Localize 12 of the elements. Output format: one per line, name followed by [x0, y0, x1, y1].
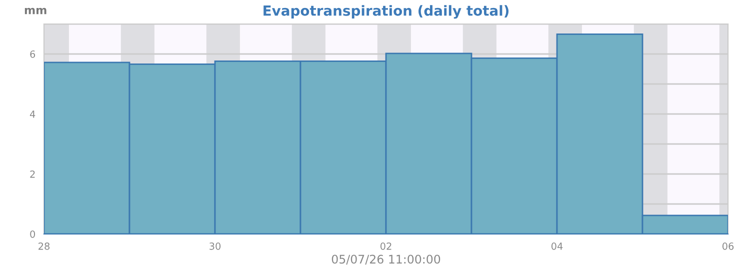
y-tick-label: 4: [30, 110, 36, 118]
y-axis-title: mm: [24, 8, 46, 14]
x-tick-label: 06: [722, 242, 734, 250]
x-tick-label: 28: [38, 242, 50, 250]
x-tick-label: 02: [380, 242, 392, 250]
y-tick-label: 6: [30, 50, 36, 58]
x-tick-label: 30: [210, 242, 221, 250]
chart-title: Evapotranspiration (daily total): [264, 5, 508, 19]
x-axis-title: 05/07/26 11:00:00: [332, 254, 440, 265]
y-tick-label: 2: [30, 170, 35, 178]
x-tick-label: 04: [551, 242, 563, 250]
y-tick-label: 0: [30, 230, 36, 238]
